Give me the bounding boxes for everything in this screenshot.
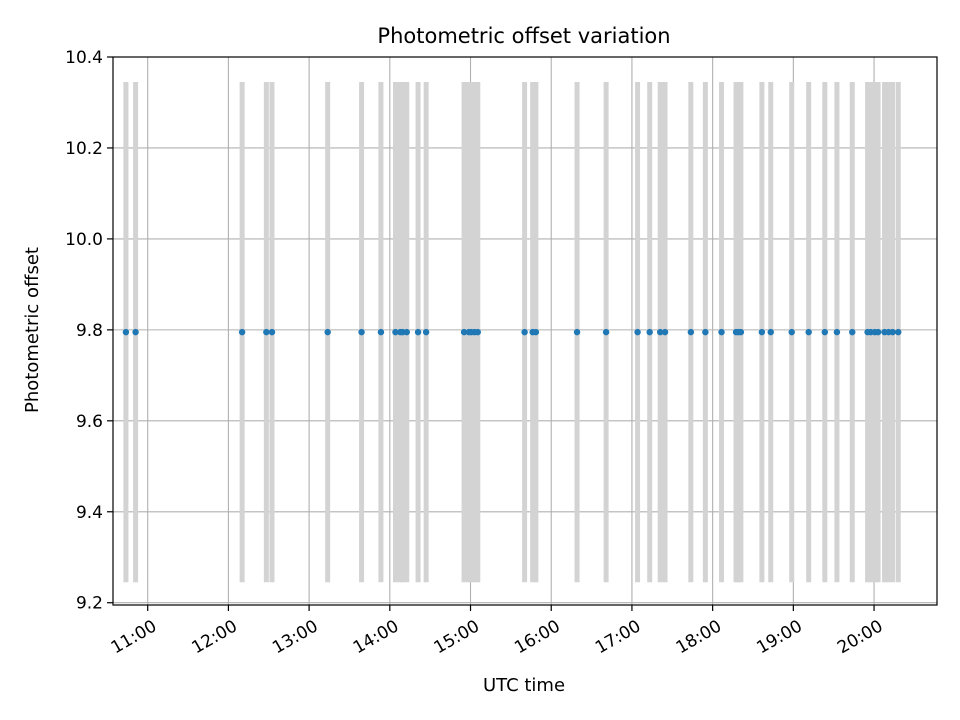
data-point (263, 328, 270, 336)
data-point (889, 328, 896, 336)
data-point (392, 328, 399, 336)
data-point (661, 328, 669, 336)
data-point (474, 328, 481, 336)
data-point (634, 328, 641, 336)
data-point (358, 328, 365, 336)
data-points (122, 328, 902, 336)
data-point (646, 328, 653, 336)
x-axis-title: UTC time (483, 675, 565, 696)
y-tick-label: 9.8 (76, 321, 103, 341)
y-tick-label: 10.2 (65, 139, 103, 159)
data-point (122, 328, 130, 336)
data-point (573, 328, 581, 336)
data-point (702, 328, 709, 336)
data-point (460, 328, 468, 336)
data-point (821, 328, 829, 336)
y-axis-title: Photometric offset (22, 247, 43, 413)
data-point (521, 328, 528, 336)
chart-title: Photometric offset variation (377, 24, 670, 48)
data-point (268, 328, 276, 336)
data-point (895, 328, 902, 336)
data-point (377, 328, 385, 336)
data-point (874, 328, 882, 336)
data-point (532, 328, 540, 336)
data-point (767, 328, 774, 336)
data-point (788, 328, 795, 336)
data-point (833, 328, 841, 336)
data-point (687, 328, 695, 336)
data-point (805, 328, 812, 336)
data-point (414, 328, 422, 336)
data-point (849, 328, 856, 336)
data-point (238, 328, 246, 336)
data-point (403, 328, 410, 336)
data-point (422, 328, 430, 336)
plot-frame (112, 56, 938, 606)
data-point (602, 328, 610, 336)
y-tick-label: 9.6 (76, 412, 103, 432)
data-point (324, 328, 331, 336)
y-tick-label: 9.4 (76, 503, 103, 523)
data-point (737, 328, 745, 336)
data-point (656, 328, 664, 336)
data-point (132, 328, 139, 336)
y-axis-ticks: 9.2 9.4 9.6 9.8 10.0 10.2 10.4 (65, 48, 113, 614)
y-tick-label: 10.4 (65, 48, 103, 68)
data-point (718, 328, 725, 336)
data-point (758, 328, 766, 336)
y-tick-label: 9.2 (76, 594, 103, 614)
y-tick-label: 10.0 (65, 230, 103, 250)
